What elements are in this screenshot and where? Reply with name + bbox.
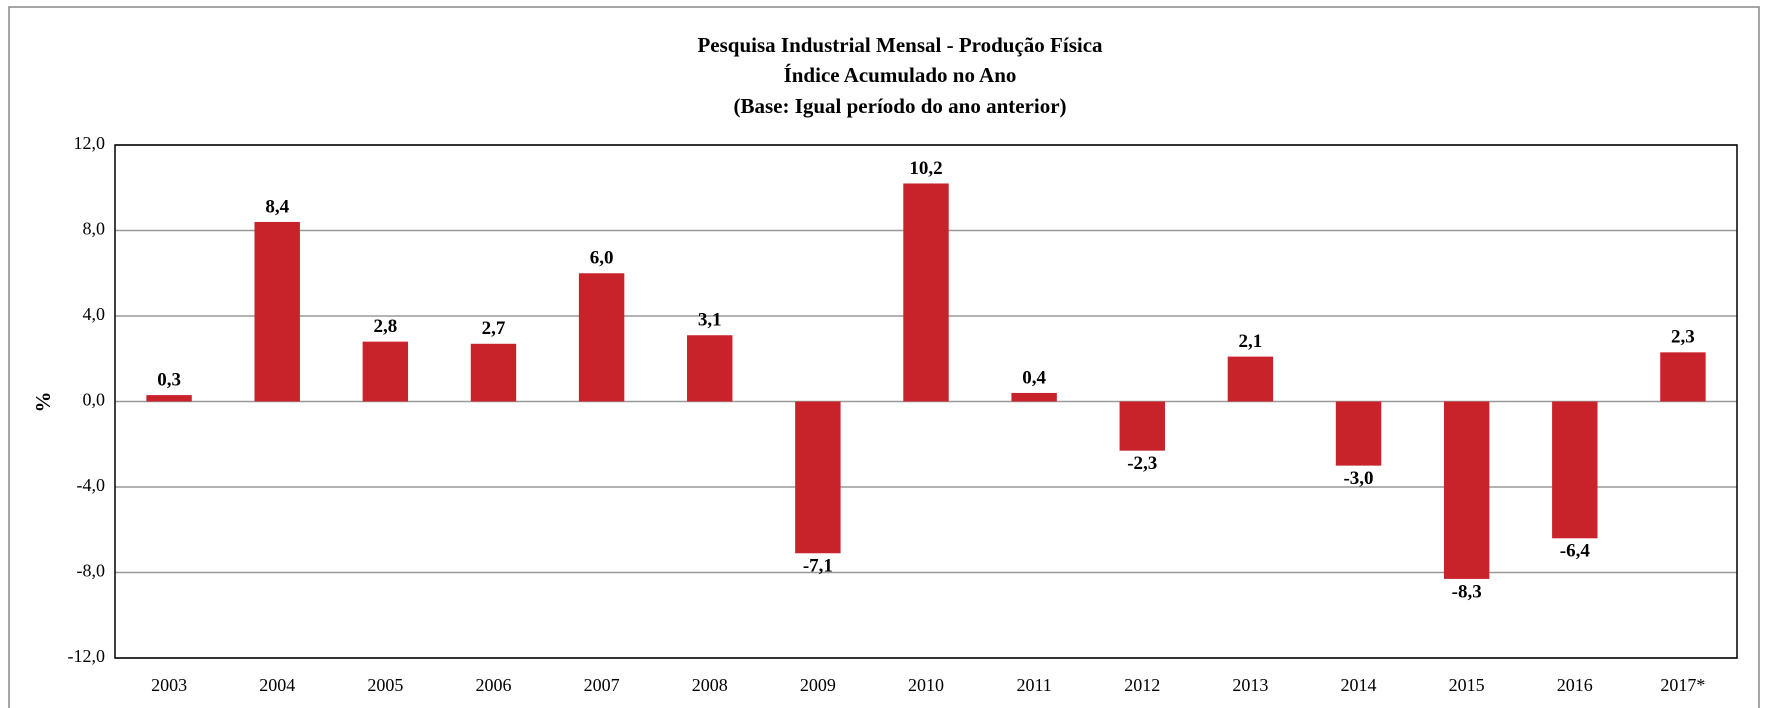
chart-subtitle: (Base: Igual período do ano anterior) (733, 94, 1066, 118)
x-tick-label: 2017* (1660, 675, 1705, 695)
y-tick-label: -4,0 (77, 475, 106, 495)
bar (254, 221, 300, 402)
bar (470, 343, 517, 402)
bar (362, 341, 409, 402)
y-tick-label: 8,0 (83, 219, 106, 239)
bar (1335, 401, 1382, 466)
y-axis-title: % (31, 392, 55, 413)
data-label: -3,0 (1343, 468, 1373, 489)
bar (1552, 401, 1598, 539)
data-label: 2,8 (373, 316, 397, 337)
x-tick-label: 2008 (692, 675, 728, 695)
chart-border (8, 6, 1760, 708)
y-tick-label: 0,0 (83, 390, 106, 410)
data-label: -2,3 (1127, 453, 1157, 474)
data-label: 0,3 (157, 369, 181, 390)
bar (1660, 352, 1706, 402)
bar (1443, 401, 1490, 579)
bar (903, 183, 949, 402)
x-tick-label: 2005 (367, 675, 403, 695)
x-tick-label: 2013 (1232, 675, 1268, 695)
data-label: 6,0 (590, 248, 614, 269)
x-tick-label: 2014 (1341, 675, 1377, 695)
x-tick-label: 2009 (800, 675, 836, 695)
bar (687, 335, 733, 402)
data-label: 0,4 (1022, 367, 1046, 388)
y-tick-label: 12,0 (74, 133, 106, 153)
x-tick-label: 2004 (259, 675, 295, 695)
data-label: 2,3 (1671, 327, 1695, 348)
data-label: -8,3 (1452, 581, 1482, 602)
bar (1227, 356, 1274, 402)
data-label: -6,4 (1560, 541, 1591, 562)
chart-title: Pesquisa Industrial Mensal - Produção Fí… (697, 33, 1103, 57)
x-tick-label: 2010 (908, 675, 944, 695)
chart-subtitle: Índice Acumulado no Ano (784, 63, 1017, 87)
data-label: -7,1 (803, 556, 833, 577)
data-label: 10,2 (909, 158, 942, 179)
data-label: 2,7 (482, 318, 506, 339)
bar (578, 273, 625, 402)
x-tick-label: 2016 (1557, 675, 1593, 695)
bar (1119, 401, 1165, 451)
data-label: 8,4 (265, 196, 289, 217)
data-label: 3,1 (698, 310, 722, 331)
bar (1011, 392, 1057, 402)
x-tick-label: 2011 (1016, 675, 1051, 695)
data-label: 2,1 (1239, 331, 1263, 352)
x-tick-label: 2003 (151, 675, 187, 695)
plot-border (114, 144, 1738, 659)
y-tick-label: -8,0 (77, 561, 106, 581)
y-tick-label: 4,0 (83, 304, 106, 324)
x-tick-label: 2012 (1124, 675, 1160, 695)
x-tick-label: 2007 (584, 675, 620, 695)
bar (795, 401, 841, 554)
bar (146, 395, 192, 402)
y-tick-label: -12,0 (68, 646, 106, 666)
x-tick-label: 2015 (1449, 675, 1485, 695)
x-tick-label: 2006 (475, 675, 511, 695)
